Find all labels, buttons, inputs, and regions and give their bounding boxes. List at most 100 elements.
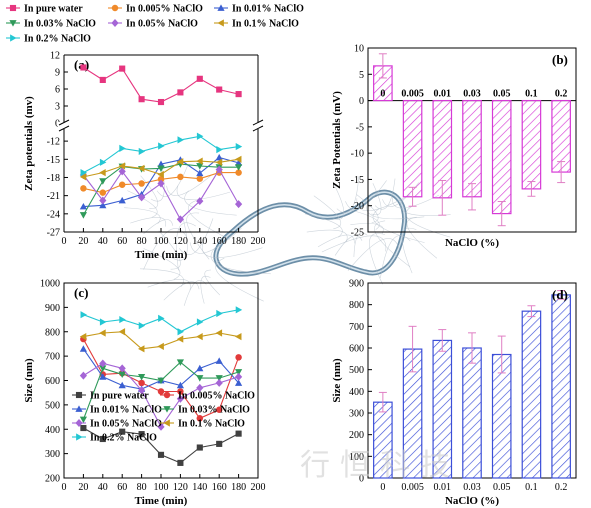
- data-point: [99, 178, 107, 185]
- connector-inner: [215, 191, 406, 275]
- data-point: [235, 169, 242, 176]
- bar: [521, 99, 542, 190]
- data-point: [138, 96, 145, 103]
- data-point: [177, 173, 184, 181]
- legend-label: In 0.005% NaClO: [126, 4, 203, 15]
- data-point: [118, 167, 126, 176]
- fibre-line: [147, 279, 191, 291]
- legend-marker: [163, 391, 171, 399]
- legend-label: In pure water: [24, 4, 83, 15]
- fibre-line: [183, 280, 207, 306]
- legend-label: In 0.01% NaClO: [90, 405, 162, 416]
- data-point: [118, 371, 126, 379]
- data-point: [80, 64, 87, 71]
- x-tick-label: 80: [137, 236, 147, 247]
- x-tick-label: 0.03: [463, 482, 481, 493]
- y-tick-label: 0: [359, 474, 364, 485]
- data-point: [99, 76, 106, 83]
- x-tick-label: 120: [173, 236, 188, 247]
- data-point: [79, 333, 87, 341]
- fibre-line: [317, 234, 355, 248]
- data-point: [176, 394, 184, 403]
- category-label: 0.2: [555, 89, 568, 100]
- x-tick-label: 140: [192, 482, 207, 493]
- x-tick-label: 40: [98, 236, 108, 247]
- data-point: [196, 75, 203, 82]
- x-axis-label: Time (min): [135, 249, 188, 261]
- x-tick-label: 160: [212, 236, 227, 247]
- y-tick-label: -5: [356, 122, 364, 133]
- legend-marker: [163, 406, 171, 413]
- x-tick-label: 0.005: [401, 482, 424, 493]
- data-point: [196, 175, 204, 182]
- data-point: [99, 318, 107, 326]
- data-point: [138, 193, 146, 202]
- x-tick-label: 0.05: [493, 482, 511, 493]
- legend-marker: [75, 419, 83, 427]
- series-line-1: [83, 67, 239, 103]
- data-point: [138, 431, 145, 438]
- bar: [551, 294, 571, 479]
- panel-label: (b): [552, 52, 568, 67]
- fibre-line: [201, 241, 263, 258]
- data-point: [177, 459, 184, 466]
- y-tick-label: 500: [45, 400, 60, 411]
- data-point: [80, 185, 87, 192]
- x-tick-label: 0.2: [555, 482, 568, 493]
- fibre-line: [406, 216, 438, 259]
- data-point: [99, 158, 107, 166]
- data-point: [157, 342, 164, 350]
- data-point: [79, 371, 87, 380]
- fibre-line: [215, 257, 264, 302]
- x-tick-label: 120: [173, 482, 188, 493]
- y-tick-label: 9: [55, 68, 60, 79]
- fibre-line: [140, 268, 185, 288]
- legend-marker: [9, 4, 17, 12]
- category-label: 0.1: [525, 89, 538, 100]
- data-point: [177, 328, 184, 336]
- x-axis-label: Time (min): [135, 495, 188, 507]
- legend-label: In 0.03% NaClO: [178, 405, 250, 416]
- y-tick-label: -25: [351, 228, 364, 239]
- y-tick-label: 0: [359, 96, 364, 107]
- data-point: [216, 146, 223, 154]
- fibre-line: [306, 229, 348, 243]
- x-tick-label: 180: [231, 236, 246, 247]
- y-tick-label: 200: [349, 430, 364, 441]
- data-point: [118, 196, 126, 204]
- chart-d: 0 100 200 300 400 500 600 700 800 900 0 0.005 0.01 0.…: [331, 279, 577, 507]
- y-tick-label: 300: [45, 449, 60, 460]
- data-point: [157, 388, 165, 395]
- data-point: [196, 163, 204, 170]
- y-axis-label: Zeta Potentials (mV): [331, 91, 343, 189]
- data-point: [138, 379, 145, 387]
- data-point: [196, 132, 204, 140]
- x-axis-label: NaClO (%): [445, 495, 499, 507]
- data-point: [99, 365, 107, 372]
- data-point: [177, 388, 184, 395]
- legend-label: In 0.2% NaClO: [24, 34, 91, 45]
- data-point: [235, 379, 243, 386]
- data-point: [138, 373, 146, 381]
- y-tick-label: -18: [47, 173, 60, 184]
- data-point: [196, 383, 204, 392]
- data-point: [138, 322, 146, 330]
- data-point: [216, 440, 223, 447]
- data-point: [79, 416, 87, 424]
- x-tick-label: 80: [137, 482, 147, 493]
- y-tick-label: 800: [349, 300, 364, 311]
- y-tick-label: -12: [47, 137, 60, 148]
- data-point: [216, 309, 223, 318]
- data-point: [176, 359, 184, 366]
- y-tick-label: 900: [45, 303, 60, 314]
- data-point: [158, 142, 165, 150]
- fibre-line: [166, 174, 213, 196]
- y-tick-label: 3: [55, 102, 60, 113]
- axis-break-gap: [58, 122, 264, 130]
- legend-marker: [217, 19, 224, 27]
- x-tick-label: 0: [380, 482, 385, 493]
- data-point: [215, 165, 223, 174]
- data-point: [196, 375, 204, 382]
- legend-label: In 0.1% NaClO: [232, 19, 299, 30]
